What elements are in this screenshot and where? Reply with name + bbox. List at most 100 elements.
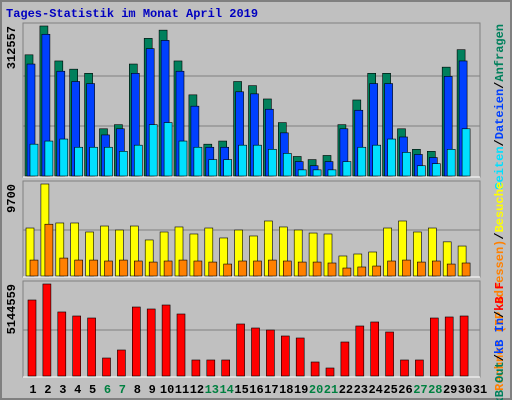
bar [117,349,126,377]
bar [429,317,439,377]
x-tick-label: 26 [398,383,412,397]
bar [431,163,441,177]
x-tick-label: 5 [89,383,96,397]
bar [134,144,143,177]
legend: kB Out/kB In/kB F [493,282,507,400]
bar [87,317,96,377]
bar [357,266,367,277]
bar [223,263,232,277]
x-tick-label: 30 [458,383,472,397]
bar [163,122,173,177]
legend-entry: Anfragen [493,24,507,82]
x-tick-label: 16 [249,383,263,397]
bar [44,140,54,177]
x-tick-label: 20 [309,383,323,397]
legend-separator: / [493,139,507,146]
bar [89,146,98,177]
bar [74,146,83,177]
bar [59,138,69,177]
legend-separator: / [493,311,507,318]
bar [266,329,275,377]
y-tick-label: 9700 [5,184,19,213]
bar [372,265,382,277]
legend-entry: kB Out [493,361,507,400]
bar [417,261,426,277]
bar [370,321,380,377]
bar [312,169,322,177]
x-tick-label: 23 [354,383,368,397]
bar [295,337,305,377]
bar [104,146,113,177]
bar [104,260,113,277]
bar [415,359,424,377]
bar [282,153,292,177]
x-tick-label: 4 [74,383,81,397]
legend-entry: kB In [493,318,507,354]
x-tick-label: 11 [175,383,189,397]
legend-entry: kB F [493,282,507,311]
bar [387,138,396,177]
bar [372,144,382,177]
x-tick-label: 21 [324,383,338,397]
bar [417,165,426,177]
x-tick-label: 18 [279,383,293,397]
x-tick-label: 10 [160,383,174,397]
y-tick-label: 312557 [5,26,19,69]
bar [44,223,54,277]
bar [134,260,143,277]
bar [29,143,39,177]
bar [312,261,322,277]
x-tick-label: 19 [294,383,308,397]
bar [206,359,216,377]
bar [193,260,203,277]
legend-separator: / [493,82,507,89]
bar [282,260,292,277]
bar [176,313,186,377]
bar [385,331,394,377]
bar [253,144,262,177]
legend-entry: Dateien [493,89,507,139]
bar [191,359,201,377]
bar [446,263,456,277]
legend: Rechner (IP-Adressen)/Besuche [493,182,507,391]
x-tick-label: 22 [339,383,353,397]
bar [402,152,411,177]
bar [42,283,52,377]
bar [444,316,454,377]
bar [342,267,352,277]
x-tick-label: 3 [59,383,66,397]
bar [161,304,171,377]
legend-entry: Rechner (IP-Adressen) [493,240,507,391]
bar [72,315,81,377]
bar [119,151,128,177]
x-tick-label: 9 [149,383,156,397]
bar [132,306,141,377]
bar [280,335,290,377]
bar [208,261,218,277]
x-tick-label: 6 [104,383,111,397]
x-tick-label: 7 [119,383,126,397]
x-tick-label: 28 [428,383,442,397]
bar [325,367,335,377]
bar [268,259,277,277]
bar [357,146,367,177]
legend-entry: Seiten [493,146,507,189]
bar [27,299,37,377]
chart-title: Tages-Statistik im Monat April 2019 [6,7,258,21]
bar [148,124,158,177]
x-tick-label: 17 [264,383,278,397]
x-tick-label: 15 [234,383,248,397]
legend-separator: / [493,354,507,361]
bar [297,169,307,177]
bar [387,260,396,277]
bar [327,169,337,177]
bar [238,144,247,177]
legend: Seiten/Dateien/Anfragen [493,24,507,190]
bar [163,260,173,277]
x-tick-label: 27 [413,383,427,397]
bar [89,259,98,277]
bar [342,161,352,177]
